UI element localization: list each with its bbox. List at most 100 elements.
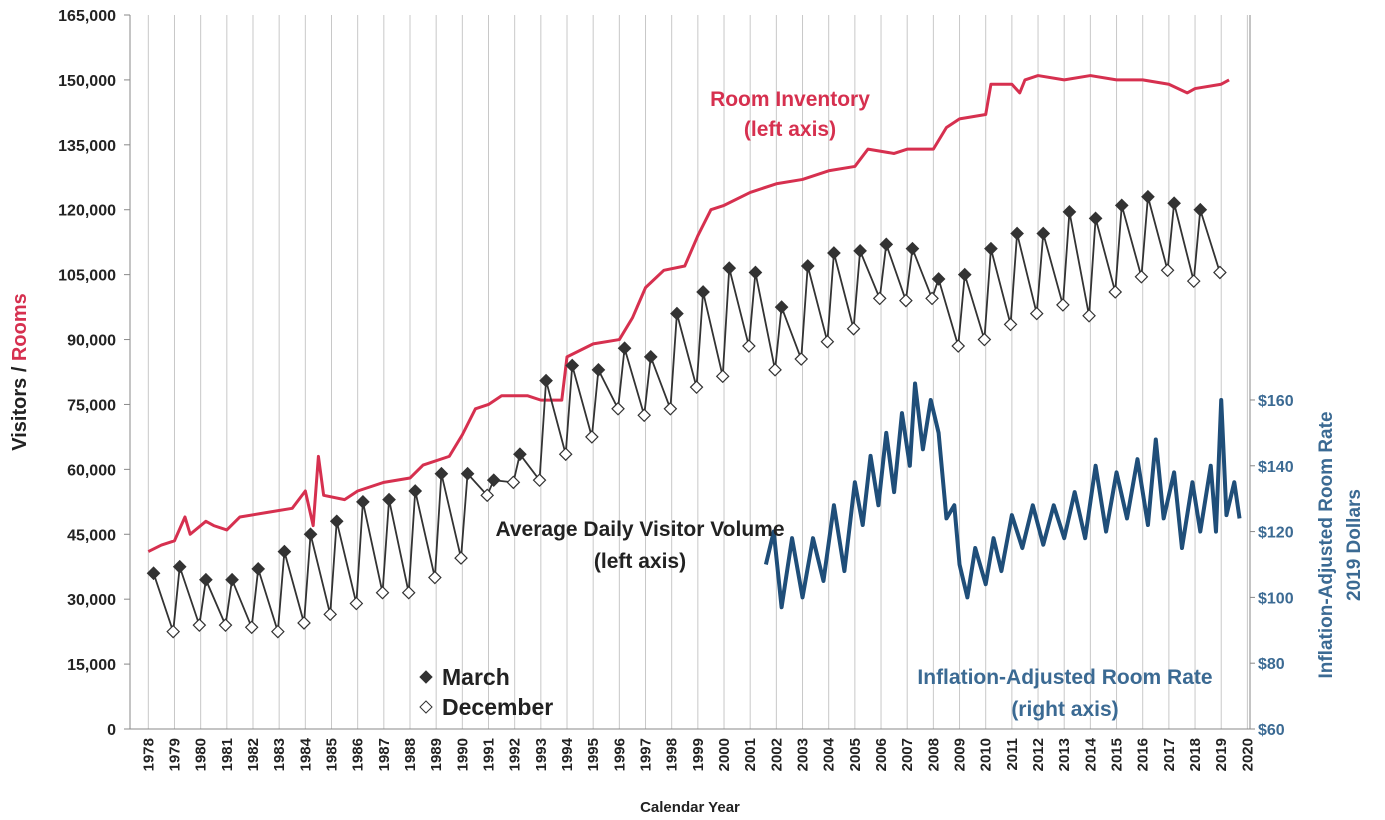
y-axis-title: Visitors / Rooms: [9, 293, 31, 450]
x-tick-label: 1999: [690, 738, 707, 771]
room-inventory-line: [147, 74, 1230, 553]
december-marker: [1160, 263, 1175, 278]
december-marker: [1134, 269, 1149, 284]
y-tick-label: 90,000: [67, 333, 116, 350]
y2-axis-title: 2019 Dollars: [1344, 489, 1365, 601]
x-tick-label: 1985: [323, 738, 340, 771]
december-marker: [899, 293, 913, 308]
y-tick-label: 135,000: [58, 138, 116, 155]
december-marker: [1108, 285, 1123, 299]
x-tick-label: 1992: [507, 738, 524, 771]
march-marker: [853, 243, 867, 258]
december-marker: [1003, 317, 1018, 332]
x-tick-label: 2003: [795, 738, 812, 771]
x-tick-label: 2014: [1082, 737, 1099, 771]
y-tick-label: 0: [107, 722, 116, 739]
x-tick-label: 2001: [742, 738, 759, 771]
x-tick-label: 1991: [481, 738, 498, 771]
march-marker: [356, 494, 370, 509]
december-marker: [872, 291, 887, 306]
y-tick-label: 150,000: [58, 73, 116, 90]
x-tick-label: 1987: [376, 738, 393, 771]
december-marker: [715, 369, 730, 384]
december-marker: [951, 339, 966, 353]
y2-tick-label: $120: [1258, 525, 1294, 542]
march-marker: [1062, 205, 1077, 219]
march-marker: [251, 562, 266, 576]
x-tick-label: 2018: [1187, 738, 1204, 771]
x-tick-label: 1998: [664, 738, 681, 771]
y2-tick-label: $140: [1258, 459, 1294, 476]
december-marker: [637, 408, 652, 423]
march-marker: [905, 241, 920, 256]
x-tick-label: 2009: [952, 738, 969, 771]
december-marker: [271, 624, 285, 639]
x-tick-label: 1978: [140, 738, 157, 771]
march-marker: [329, 514, 344, 529]
x-tick-label: 2012: [1030, 738, 1047, 771]
annotation: Average Daily Visitor Volume: [495, 518, 784, 541]
x-tick-label: 1982: [245, 738, 262, 771]
x-tick-label: 1983: [271, 738, 288, 771]
december-marker: [1186, 274, 1201, 288]
x-tick-label: 2011: [1004, 738, 1021, 771]
march-marker: [460, 466, 475, 481]
march-marker: [408, 484, 423, 498]
march-marker: [146, 566, 161, 581]
y-tick-label: 15,000: [67, 657, 116, 674]
march-marker: [539, 373, 553, 388]
march-marker: [172, 559, 187, 574]
x-tick-label: 2007: [899, 738, 916, 771]
december-marker: [820, 334, 835, 349]
march-marker: [643, 350, 658, 364]
y-tick-label: 165,000: [58, 8, 116, 25]
march-marker: [1036, 226, 1051, 241]
y2-tick-label: $100: [1258, 590, 1294, 607]
y2-tick-label: $160: [1258, 393, 1294, 410]
annotation: (left axis): [744, 118, 836, 141]
x-tick-label: 1984: [297, 737, 314, 771]
december-marker: [1056, 298, 1070, 312]
march-marker: [1114, 198, 1129, 213]
x-tick-label: 2005: [847, 738, 864, 771]
legend-marker: [419, 700, 433, 714]
march-marker: [617, 341, 632, 356]
december-marker: [1213, 265, 1227, 280]
legend-label: December: [442, 694, 553, 720]
x-tick-label: 1988: [402, 738, 419, 771]
visitor-line: [152, 196, 1221, 632]
march-marker: [957, 267, 972, 282]
y2-tick-label: $60: [1258, 722, 1285, 739]
x-tick-label: 2015: [1109, 738, 1126, 771]
march-marker: [486, 473, 501, 488]
y-axis-title-part: Rooms: [9, 293, 31, 361]
march-marker: [591, 362, 606, 377]
x-tick-label: 2020: [1239, 738, 1256, 771]
december-marker: [297, 616, 311, 630]
y-tick-label: 75,000: [67, 397, 116, 414]
march-marker: [303, 527, 318, 542]
march-marker: [827, 246, 841, 260]
y-axis-title-part: Visitors /: [9, 366, 31, 451]
x-tick-label: 1995: [585, 738, 602, 771]
december-marker: [585, 430, 599, 444]
march-marker: [696, 285, 710, 299]
annotation: (left axis): [594, 550, 686, 573]
annotation: (right axis): [1011, 698, 1118, 721]
december-marker: [349, 596, 364, 611]
x-tick-label: 2000: [716, 738, 733, 771]
march-marker: [1141, 189, 1155, 204]
annotation: Inflation-Adjusted Room Rate: [917, 666, 1212, 689]
x-tick-label: 2013: [1056, 738, 1073, 771]
march-marker: [434, 466, 449, 481]
x-tick-label: 1997: [638, 738, 655, 771]
december-marker: [506, 475, 521, 490]
x-tick-label: 1990: [454, 738, 471, 771]
december-marker: [244, 620, 259, 635]
x-axis-title: Calendar Year: [640, 799, 740, 816]
december-marker: [663, 401, 678, 416]
x-tick-label: 1996: [611, 738, 628, 771]
december-marker: [428, 570, 442, 585]
december-marker: [323, 607, 338, 622]
